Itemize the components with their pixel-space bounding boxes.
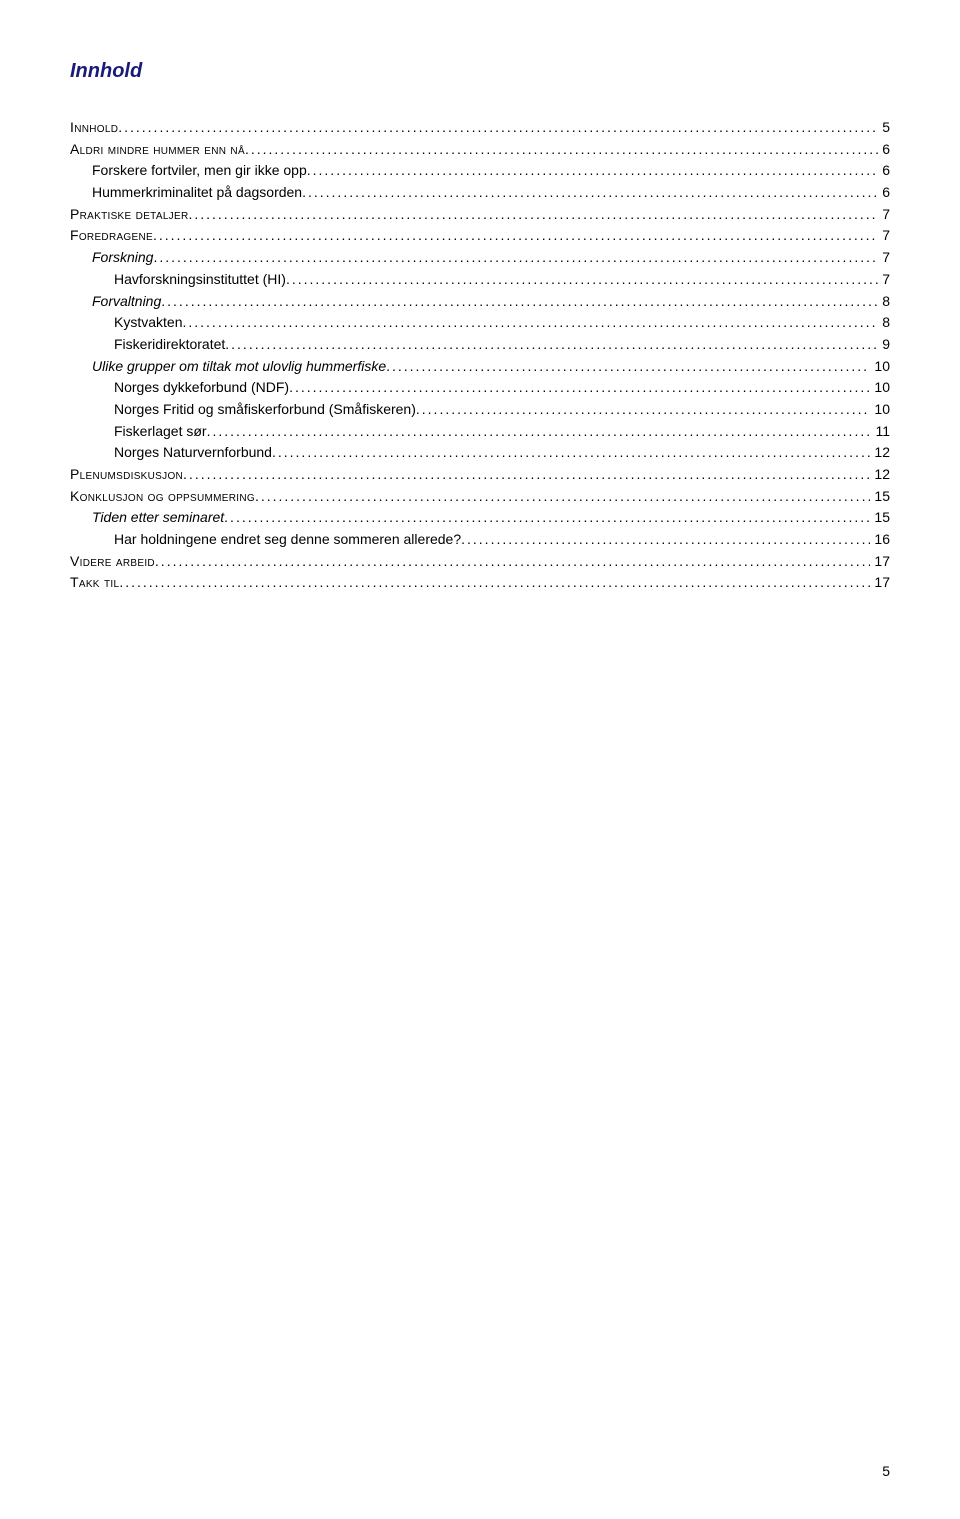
toc-page-number: 7 (878, 269, 890, 291)
toc-page-number: 9 (878, 334, 890, 356)
toc-row: Foredragene 7 (70, 225, 890, 247)
toc-row: Innhold 5 (70, 117, 890, 139)
toc-leader-dots (386, 356, 870, 378)
toc-row: Praktiske detaljer 7 (70, 204, 890, 226)
page-number: 5 (882, 1463, 890, 1479)
toc-leader-dots (153, 247, 878, 269)
toc-leader-dots (461, 529, 870, 551)
toc-row: Norges Fritid og småfiskerforbund (Småfi… (70, 399, 890, 421)
toc-page-number: 7 (878, 225, 890, 247)
toc-label: Plenumsdiskusjon (70, 464, 183, 486)
toc-label: Havforskningsinstituttet (HI) (114, 269, 286, 291)
toc-row: Konklusjon og oppsummering 15 (70, 486, 890, 508)
toc-label: Norges dykkeforbund (NDF) (114, 377, 289, 399)
toc-page-number: 12 (870, 442, 890, 464)
toc-leader-dots (118, 117, 878, 139)
toc-leader-dots (161, 291, 878, 313)
toc-page-number: 12 (870, 464, 890, 486)
toc-label: Fiskerlaget sør (114, 421, 207, 443)
toc-row: Har holdningene endret seg denne sommere… (70, 529, 890, 551)
toc-page-number: 6 (878, 182, 890, 204)
toc-label: Har holdningene endret seg denne sommere… (114, 529, 461, 551)
toc-row: Havforskningsinstituttet (HI) 7 (70, 269, 890, 291)
toc-label: Ulike grupper om tiltak mot ulovlig humm… (92, 356, 386, 378)
toc-page-number: 8 (878, 312, 890, 334)
toc-page-number: 6 (878, 139, 890, 161)
toc-row: Forskning 7 (70, 247, 890, 269)
toc-row: Norges Naturvernforbund 12 (70, 442, 890, 464)
toc-row: Tiden etter seminaret 15 (70, 507, 890, 529)
toc-leader-dots (183, 464, 870, 486)
toc-leader-dots (255, 486, 870, 508)
toc-label: Hummerkriminalitet på dagsorden (92, 182, 302, 204)
toc-page-number: 7 (878, 247, 890, 269)
toc-label: Norges Naturvernforbund (114, 442, 272, 464)
toc-page-number: 11 (871, 421, 890, 443)
toc-page-number: 17 (870, 551, 890, 573)
toc-page-number: 5 (878, 117, 890, 139)
toc-leader-dots (188, 204, 878, 226)
toc-page-number: 16 (870, 529, 890, 551)
toc-row: Ulike grupper om tiltak mot ulovlig humm… (70, 356, 890, 378)
toc-label: Fiskeridirektoratet (114, 334, 225, 356)
toc-page-number: 10 (870, 356, 890, 378)
toc-label: Norges Fritid og småfiskerforbund (Småfi… (114, 399, 416, 421)
toc-label: Foredragene (70, 225, 153, 247)
toc-page-number: 10 (870, 377, 890, 399)
toc-leader-dots (182, 312, 878, 334)
toc-row: Aldri mindre hummer enn nå 6 (70, 139, 890, 161)
toc-label: Videre arbeid (70, 551, 155, 573)
toc-row: Videre arbeid 17 (70, 551, 890, 573)
toc-leader-dots (119, 572, 870, 594)
toc-label: Forvaltning (92, 291, 161, 313)
table-of-contents: Innhold5Aldri mindre hummer enn nå6Forsk… (70, 117, 890, 594)
toc-label: Praktiske detaljer (70, 204, 188, 226)
toc-page-number: 6 (878, 160, 890, 182)
toc-leader-dots (302, 182, 878, 204)
toc-page-number: 15 (870, 486, 890, 508)
page-title: Innhold (70, 60, 890, 83)
toc-leader-dots (225, 334, 878, 356)
toc-leader-dots (307, 160, 878, 182)
toc-row: Forskere fortviler, men gir ikke opp 6 (70, 160, 890, 182)
toc-leader-dots (245, 139, 878, 161)
toc-row: Takk til 17 (70, 572, 890, 594)
toc-row: Plenumsdiskusjon 12 (70, 464, 890, 486)
toc-label: Kystvakten (114, 312, 182, 334)
toc-leader-dots (207, 421, 872, 443)
toc-label: Tiden etter seminaret (92, 507, 224, 529)
toc-label: Forskere fortviler, men gir ikke opp (92, 160, 307, 182)
toc-leader-dots (272, 442, 870, 464)
toc-page-number: 8 (878, 291, 890, 313)
toc-leader-dots (155, 551, 871, 573)
toc-label: Innhold (70, 117, 118, 139)
toc-page-number: 15 (870, 507, 890, 529)
toc-row: Norges dykkeforbund (NDF) 10 (70, 377, 890, 399)
toc-leader-dots (224, 507, 870, 529)
toc-leader-dots (153, 225, 878, 247)
toc-row: Fiskerlaget sør 11 (70, 421, 890, 443)
toc-row: Forvaltning 8 (70, 291, 890, 313)
toc-leader-dots (289, 377, 870, 399)
toc-page-number: 10 (870, 399, 890, 421)
toc-row: Hummerkriminalitet på dagsorden 6 (70, 182, 890, 204)
toc-label: Takk til (70, 572, 119, 594)
toc-label: Konklusjon og oppsummering (70, 486, 255, 508)
toc-label: Forskning (92, 247, 153, 269)
toc-label: Aldri mindre hummer enn nå (70, 139, 245, 161)
toc-row: Fiskeridirektoratet 9 (70, 334, 890, 356)
toc-row: Kystvakten 8 (70, 312, 890, 334)
toc-page-number: 17 (870, 572, 890, 594)
toc-leader-dots (286, 269, 878, 291)
toc-leader-dots (416, 399, 871, 421)
toc-page-number: 7 (878, 204, 890, 226)
